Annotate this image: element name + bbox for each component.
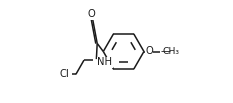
Text: —: — [161,46,171,57]
Text: Cl: Cl [59,69,69,79]
Text: O: O [88,9,96,19]
Text: O: O [145,46,153,57]
Text: CH₃: CH₃ [163,47,180,56]
Text: NH: NH [97,57,112,67]
